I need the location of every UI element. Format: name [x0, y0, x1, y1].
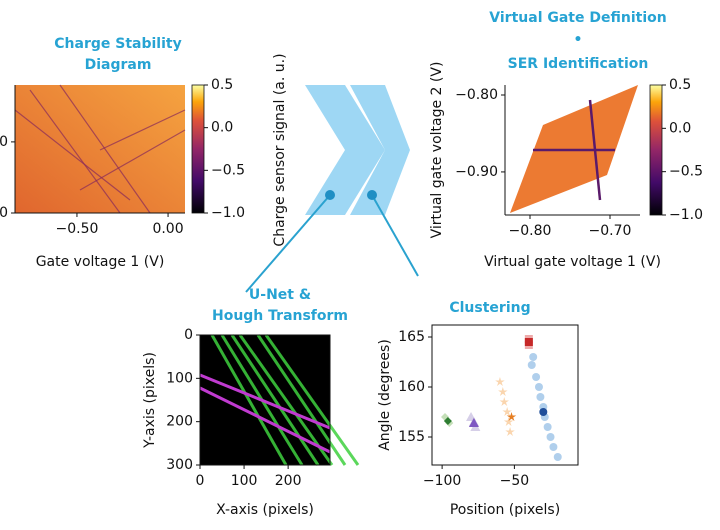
colorbar-tick-label: −0.5 — [211, 162, 245, 178]
detected-line — [230, 334, 320, 466]
point — [553, 453, 562, 461]
y-tick-label: 155 — [398, 429, 425, 445]
hough-line — [199, 386, 331, 454]
plot-frame — [431, 324, 579, 466]
point — [543, 423, 552, 431]
point — [539, 408, 548, 416]
y-tick-label: 165 — [398, 329, 425, 345]
colorbar-tick-label: 0.5 — [669, 77, 691, 93]
x-tick-label: −0.80 — [509, 223, 552, 239]
plot-area — [14, 84, 186, 214]
colorbar — [191, 84, 205, 214]
x-tick-label: 200 — [275, 473, 302, 489]
panel-title: SER Identification — [508, 56, 649, 72]
point — [443, 417, 452, 425]
y-tick-label: −1.00 — [0, 205, 8, 221]
x-tick-label: −50 — [500, 473, 530, 489]
heatmap-image — [15, 85, 185, 213]
colorbar-tick-label: −1.0 — [669, 207, 703, 223]
colorbar-tick-label: −0.5 — [669, 164, 703, 180]
flow-label: Charge sensor signal (a. u.) — [272, 53, 288, 246]
panel-title: • — [574, 32, 583, 48]
point — [536, 393, 545, 401]
plot-area — [441, 335, 562, 461]
panel-title: Charge Stability — [54, 36, 181, 52]
transition-line — [79, 129, 186, 191]
y-tick-label: −0.80 — [455, 87, 498, 103]
y-tick-label: 160 — [398, 379, 425, 395]
x-tick-label: 100 — [231, 473, 258, 489]
point — [495, 377, 505, 387]
transition-line — [59, 84, 151, 214]
y-tick-label: 0 — [184, 327, 193, 343]
x-tick-label: 0.00 — [152, 221, 183, 237]
panel-title: U-Net & — [249, 287, 311, 303]
point — [524, 338, 533, 346]
x-axis-label: Virtual gate voltage 1 (V) — [484, 254, 661, 270]
point — [499, 397, 510, 407]
colorbar-tick-label: 0.5 — [211, 77, 233, 93]
x-axis-label: X-axis (pixels) — [216, 502, 314, 518]
y-tick-label: −0.90 — [455, 164, 498, 180]
point — [532, 373, 541, 381]
colorbar-tick-label: −1.0 — [211, 205, 245, 221]
detected-line — [210, 334, 288, 466]
detected-line — [264, 334, 360, 466]
flow-arrows — [245, 85, 419, 293]
y-axis-label: Y-axis (pixels) — [142, 352, 158, 449]
plot-area — [510, 85, 638, 213]
colorbar-tick-label: 0.0 — [669, 120, 691, 136]
x-tick-label: 0 — [196, 473, 205, 489]
point — [506, 412, 517, 422]
point — [549, 443, 558, 451]
transition-line — [588, 99, 602, 201]
detected-line — [238, 334, 334, 466]
y-axis-label: Virtual gate voltage 2 (V) — [429, 62, 445, 239]
point — [527, 361, 536, 369]
plot-frame — [199, 334, 331, 466]
point — [546, 433, 555, 441]
transition-line — [14, 109, 131, 201]
y-tick-label: 100 — [166, 370, 193, 386]
x-tick-label: −0.50 — [55, 221, 98, 237]
point — [505, 427, 515, 437]
hough-line — [199, 373, 331, 430]
panel-title: Clustering — [449, 300, 530, 316]
y-axis-label: Angle (degrees) — [377, 339, 393, 451]
point — [529, 353, 538, 361]
transition-line — [29, 89, 121, 214]
point — [468, 418, 479, 427]
y-tick-label: 200 — [166, 414, 193, 430]
point — [502, 407, 512, 417]
x-tick-label: −0.70 — [589, 223, 632, 239]
point — [498, 387, 508, 397]
y-tick-label: 300 — [166, 457, 193, 473]
y-tick-label: −0.50 — [0, 134, 8, 150]
x-tick-label: −100 — [423, 473, 461, 489]
x-axis-label: Position (pixels) — [450, 502, 560, 518]
plot-area — [199, 334, 360, 466]
colorbar-tick-label: 0.0 — [211, 120, 233, 136]
colorbar — [649, 84, 663, 216]
point — [534, 383, 543, 391]
panel-title: Virtual Gate Definition — [489, 10, 666, 26]
panel-title: Diagram — [85, 57, 152, 73]
x-axis-label: Gate voltage 1 (V) — [36, 254, 165, 270]
transition-line — [99, 109, 186, 151]
point — [503, 417, 514, 427]
panel-title: Hough Transform — [212, 308, 348, 324]
